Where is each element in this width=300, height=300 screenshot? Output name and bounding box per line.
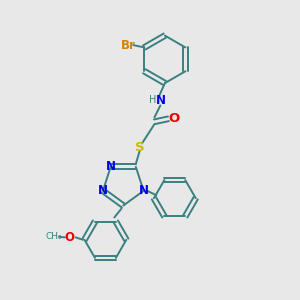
Text: N: N bbox=[98, 184, 108, 197]
Text: S: S bbox=[135, 140, 144, 154]
Text: O: O bbox=[64, 231, 74, 244]
Text: CH₃: CH₃ bbox=[45, 232, 62, 241]
Text: N: N bbox=[155, 94, 165, 106]
Text: H: H bbox=[149, 95, 156, 105]
Text: Br: Br bbox=[121, 39, 135, 52]
Text: N: N bbox=[106, 160, 116, 173]
Text: N: N bbox=[139, 184, 148, 197]
Text: O: O bbox=[168, 112, 179, 125]
